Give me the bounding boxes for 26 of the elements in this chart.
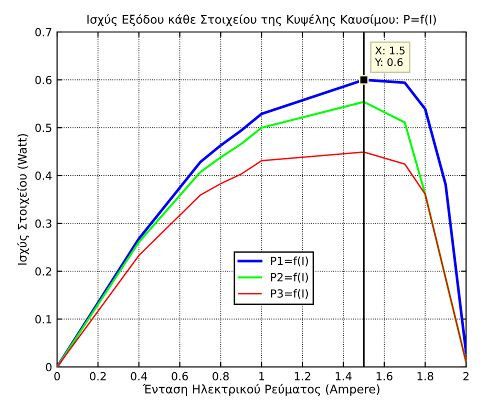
chart-title: Ισχύς Εξόδου κάθε Στοιχείου της Κυψέλης Καυσίμου: P=f(I) xyxy=(87,14,436,26)
annotation: X: 1.5 Y: 0.6 xyxy=(374,46,405,66)
x-tick-label: 0.6 xyxy=(172,372,188,380)
y-tick-label: 0.3 xyxy=(35,219,52,228)
x-tick-label: 1.4 xyxy=(336,372,352,380)
y-tick-label: 0.4 xyxy=(35,172,52,180)
y-tick-label: 0.6 xyxy=(35,76,52,84)
y-tick-label: 0.5 xyxy=(35,124,52,132)
x-tick-label: 0.2 xyxy=(90,372,106,380)
x-tick-label: 1 xyxy=(259,372,264,380)
legend-label: P1=f(I) xyxy=(271,256,308,266)
x-tick-label: 1.6 xyxy=(376,372,392,380)
x-tick-label: 1.2 xyxy=(294,372,310,380)
y-tick-label: 0.1 xyxy=(35,315,52,324)
x-tick-label: 0.8 xyxy=(212,372,229,380)
legend-label: P3=f(I) xyxy=(271,289,308,300)
x-tick-label: 0 xyxy=(54,372,60,380)
x-axis-title: Ένταση Ηλεκτρικού Ρεύματος (Ampere) xyxy=(142,384,380,396)
legend-label: P2=f(I) xyxy=(271,272,308,283)
y-tick-label: 0.2 xyxy=(35,267,52,276)
x-tick-label: 1.8 xyxy=(418,372,434,380)
y-tick-label: 0.7 xyxy=(35,28,52,36)
x-tick-label: 2 xyxy=(463,372,469,380)
y-axis-title: Ισχύς Στοιχείου (Watt) xyxy=(17,134,30,265)
y-tick-label: 0 xyxy=(46,362,52,372)
x-tick-label: 0.4 xyxy=(130,372,148,380)
